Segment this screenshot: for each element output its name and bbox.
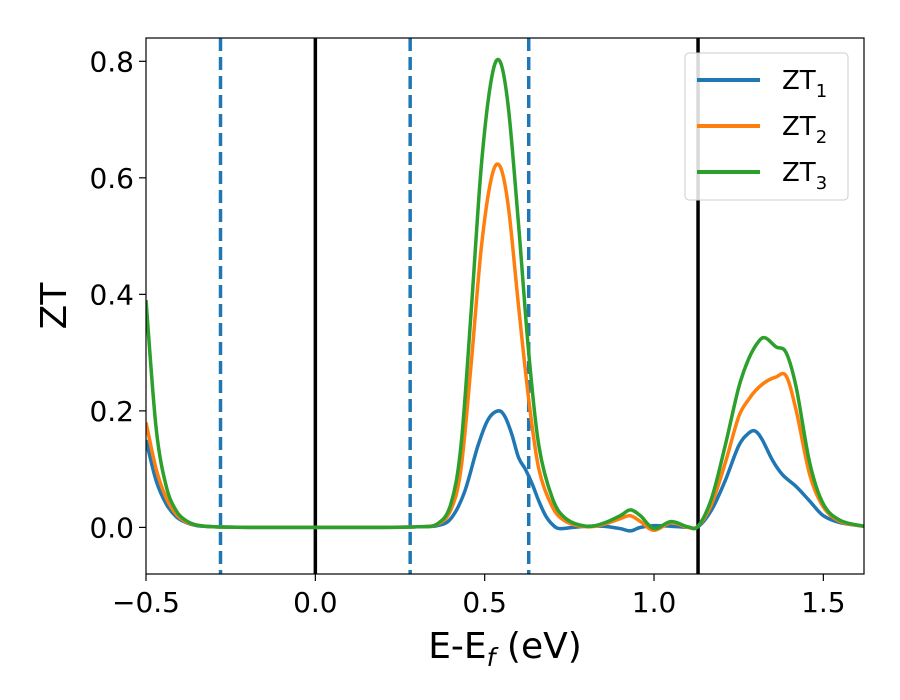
- legend-label-zt3: ZT3: [782, 158, 827, 194]
- x-tick-label: 0.0: [293, 586, 338, 619]
- y-tick-label: 0.4: [89, 278, 134, 311]
- y-tick-label: 0.2: [89, 395, 134, 428]
- x-tick-label: −0.5: [112, 586, 180, 619]
- legend-box: [684, 52, 849, 201]
- x-tick-label: 1.5: [801, 586, 846, 619]
- y-tick-label: 0.0: [89, 511, 134, 544]
- y-tick-label: 0.6: [89, 162, 134, 195]
- series-lines: [146, 57, 864, 533]
- y-axis-label: ZT: [34, 282, 75, 330]
- legend-label-zt2: ZT2: [782, 112, 827, 148]
- x-axis-label-unit: (eV): [495, 626, 581, 667]
- series-line-zt3: [146, 57, 864, 531]
- plot-frame: [145, 37, 865, 575]
- y-tick-label: 0.8: [89, 45, 134, 78]
- x-axis-label: E-Ef (eV): [428, 626, 582, 672]
- x-axis-ticks: −0.5 0.0 0.5 1.0 1.5: [112, 574, 846, 619]
- legend-label-zt1: ZT1: [782, 66, 827, 102]
- legend: ZT1 ZT2 ZT3: [684, 52, 849, 201]
- x-tick-label: 1.0: [632, 586, 677, 619]
- y-axis-ticks: 0.0 0.2 0.4 0.6 0.8: [89, 45, 146, 544]
- x-tick-label: 0.5: [462, 586, 507, 619]
